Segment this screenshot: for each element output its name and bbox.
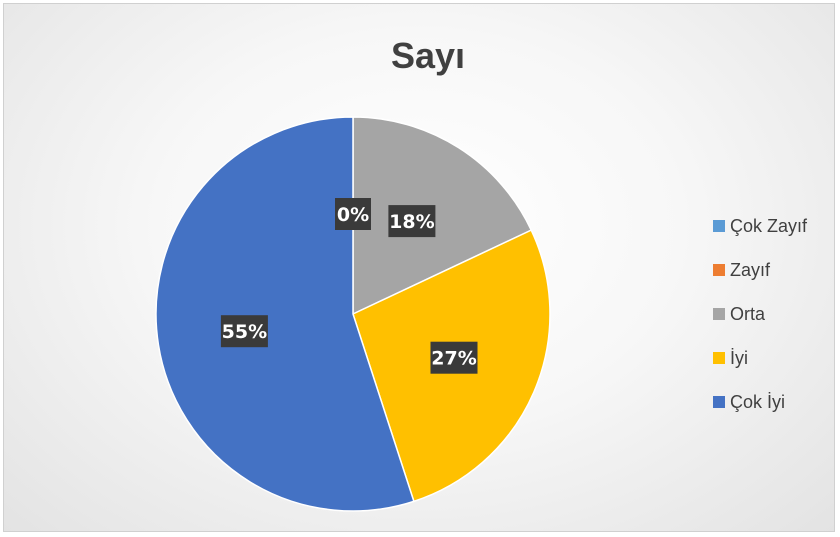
legend-label: Çok İyi (730, 392, 785, 412)
data-label-iyi: 27% (430, 341, 478, 374)
data-label-orta: 18% (388, 205, 436, 238)
data-labels: 0% 18% 27% 55% (220, 198, 478, 374)
data-label-cok-zayif: 0% (335, 198, 371, 230)
data-label-box (335, 198, 371, 230)
legend-swatch (713, 264, 725, 276)
data-label-box (430, 341, 478, 374)
data-label-cok-iyi: 55% (220, 315, 268, 348)
legend-item-orta: Orta (713, 304, 766, 324)
legend-label: Zayıf (730, 260, 771, 280)
slice-orta (352, 116, 533, 316)
legend-item-cok-zayif: Çok Zayıf (713, 216, 808, 236)
pie-slices (155, 116, 551, 512)
legend-swatch (713, 396, 725, 408)
legend-label: Orta (730, 304, 766, 324)
data-label-box (220, 315, 268, 348)
chart-title: Sayı (391, 35, 465, 76)
legend-swatch (713, 308, 725, 320)
data-label-box (388, 205, 436, 238)
legend-swatch (713, 220, 725, 232)
legend-label: Çok Zayıf (730, 216, 808, 236)
legend-item-iyi: İyi (713, 348, 748, 368)
data-label-text: 27% (431, 348, 476, 370)
data-label-text: 18% (389, 211, 434, 233)
data-label-text: 55% (222, 321, 267, 343)
legend-item-cok-iyi: Çok İyi (713, 392, 785, 412)
legend: Çok Zayıf Zayıf Orta İyi Çok İyi (713, 216, 808, 412)
data-label-text: 0% (337, 204, 369, 226)
legend-item-zayif: Zayıf (713, 260, 771, 280)
legend-swatch (713, 352, 725, 364)
legend-label: İyi (730, 348, 748, 368)
